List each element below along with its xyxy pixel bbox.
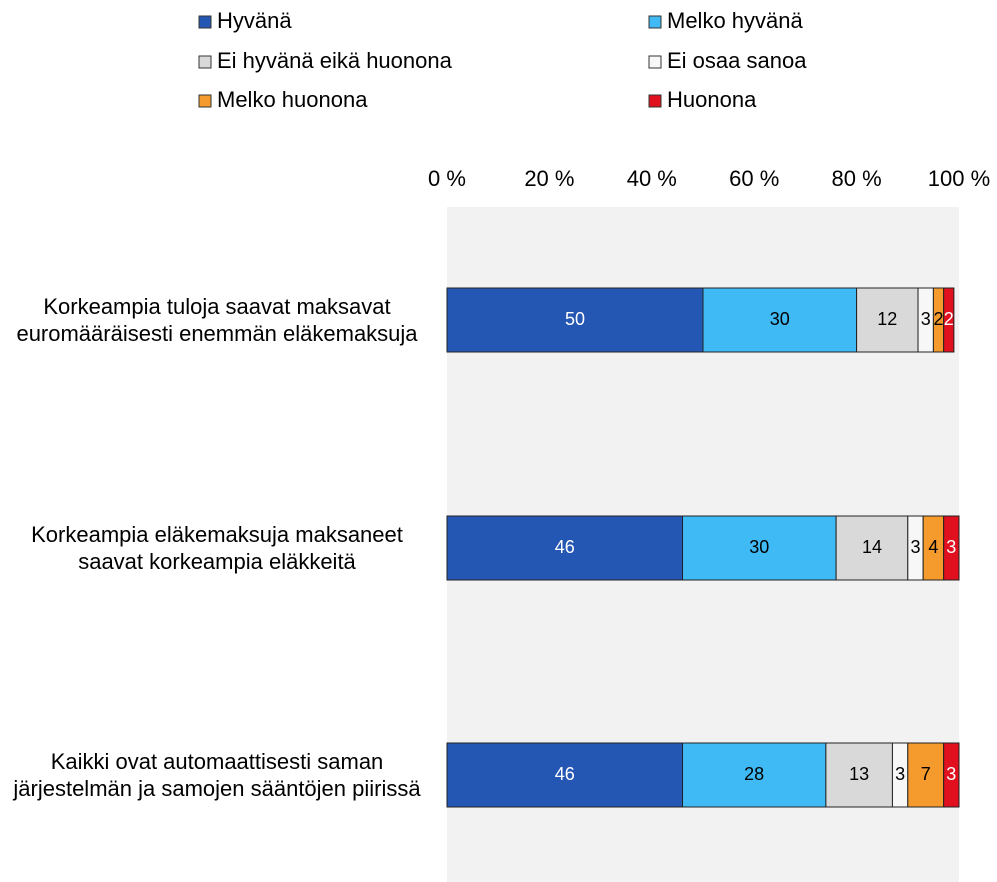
legend-swatch <box>198 94 212 108</box>
data-label: 50 <box>565 309 585 329</box>
data-label: 7 <box>921 764 931 784</box>
bar-segment <box>943 287 955 353</box>
data-label: 4 <box>928 537 938 557</box>
x-tick-label: 100 % <box>928 166 990 191</box>
x-tick-label: 20 % <box>524 166 574 191</box>
bar-segment <box>835 515 909 581</box>
data-label: 3 <box>946 764 956 784</box>
data-label: 46 <box>555 537 575 557</box>
bar-segment <box>825 742 893 808</box>
x-tick-label: 40 % <box>627 166 677 191</box>
category-label: Kaikki ovat automaattisesti saman järjes… <box>13 749 421 801</box>
data-label: 3 <box>921 309 931 329</box>
x-tick-label: 80 % <box>832 166 882 191</box>
data-label: 12 <box>877 309 897 329</box>
bar-segment <box>907 742 945 808</box>
bar-segment <box>943 742 960 808</box>
x-tick-label: 0 % <box>428 166 466 191</box>
legend-swatch <box>198 55 212 69</box>
data-label: 30 <box>749 537 769 557</box>
data-label: 46 <box>555 764 575 784</box>
data-label: 2 <box>934 309 944 329</box>
data-label: 14 <box>862 537 882 557</box>
legend-label: Melko huonona <box>217 87 368 112</box>
legend-swatch <box>198 15 212 29</box>
bar-segment <box>702 287 858 353</box>
bar-segment <box>682 742 827 808</box>
data-label: 2 <box>944 309 954 329</box>
data-label: 3 <box>946 537 956 557</box>
legend-label: Ei osaa sanoa <box>667 48 807 73</box>
bar-segment <box>446 742 684 808</box>
data-label: 3 <box>910 537 920 557</box>
bar-segment <box>446 287 704 353</box>
data-label: 30 <box>770 309 790 329</box>
x-tick-label: 60 % <box>729 166 779 191</box>
bar-segment <box>943 515 960 581</box>
bar-segment <box>446 515 684 581</box>
data-label: 3 <box>895 764 905 784</box>
legend-label: Ei hyvänä eikä huonona <box>217 48 453 73</box>
legend-label: Hyvänä <box>217 8 292 33</box>
legend-swatch <box>648 55 662 69</box>
category-label: Korkeampia tuloja saavat maksavat euromä… <box>16 294 418 346</box>
legend-swatch <box>648 15 662 29</box>
data-label: 28 <box>744 764 764 784</box>
legend-swatch <box>648 94 662 108</box>
legend-label: Huonona <box>667 87 757 112</box>
data-label: 13 <box>849 764 869 784</box>
legend-label: Melko hyvänä <box>667 8 804 33</box>
category-label: Korkeampia eläkemaksuja maksaneet saavat… <box>31 522 403 574</box>
